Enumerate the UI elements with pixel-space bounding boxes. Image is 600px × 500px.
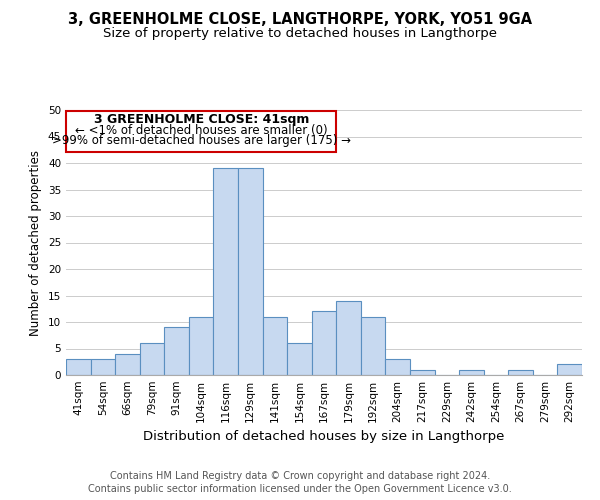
Bar: [214, 168, 238, 375]
Y-axis label: Number of detached properties: Number of detached properties: [29, 150, 43, 336]
Text: Size of property relative to detached houses in Langthorpe: Size of property relative to detached ho…: [103, 28, 497, 40]
Bar: [557, 364, 582, 375]
Bar: [140, 343, 164, 375]
Bar: [385, 359, 410, 375]
X-axis label: Distribution of detached houses by size in Langthorpe: Distribution of detached houses by size …: [143, 430, 505, 444]
Text: ← <1% of detached houses are smaller (0): ← <1% of detached houses are smaller (0): [75, 124, 328, 136]
Bar: [312, 312, 336, 375]
FancyBboxPatch shape: [67, 111, 336, 152]
Bar: [263, 316, 287, 375]
Text: Contains public sector information licensed under the Open Government Licence v3: Contains public sector information licen…: [88, 484, 512, 494]
Bar: [238, 168, 263, 375]
Text: 3, GREENHOLME CLOSE, LANGTHORPE, YORK, YO51 9GA: 3, GREENHOLME CLOSE, LANGTHORPE, YORK, Y…: [68, 12, 532, 28]
Text: Contains HM Land Registry data © Crown copyright and database right 2024.: Contains HM Land Registry data © Crown c…: [110, 471, 490, 481]
Bar: [459, 370, 484, 375]
Bar: [115, 354, 140, 375]
Bar: [66, 359, 91, 375]
Bar: [361, 316, 385, 375]
Bar: [508, 370, 533, 375]
Bar: [164, 328, 189, 375]
Bar: [189, 316, 214, 375]
Bar: [410, 370, 434, 375]
Bar: [287, 343, 312, 375]
Text: >99% of semi-detached houses are larger (175) →: >99% of semi-detached houses are larger …: [52, 134, 351, 147]
Bar: [336, 301, 361, 375]
Text: 3 GREENHOLME CLOSE: 41sqm: 3 GREENHOLME CLOSE: 41sqm: [94, 113, 309, 126]
Bar: [91, 359, 115, 375]
